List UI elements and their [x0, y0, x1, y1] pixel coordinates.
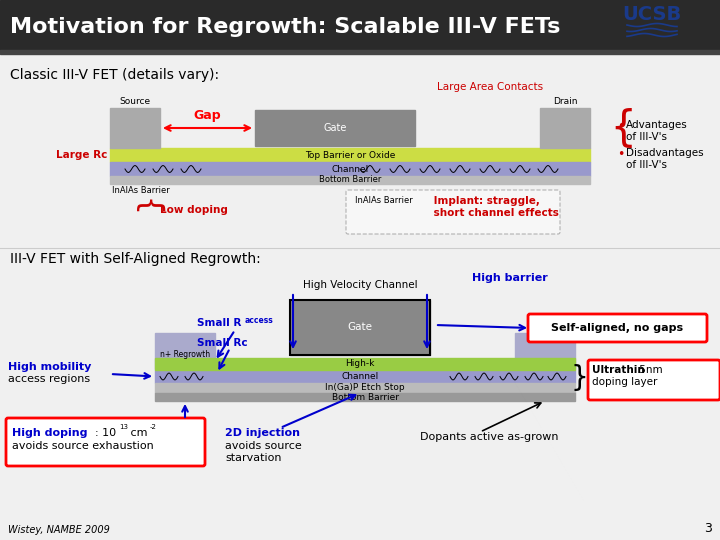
Text: -2: -2: [150, 424, 157, 430]
Text: Advantages
of III-V's: Advantages of III-V's: [626, 120, 688, 141]
Text: InAlAs Barrier: InAlAs Barrier: [112, 186, 170, 195]
Text: Top Barrier or Oxide: Top Barrier or Oxide: [305, 151, 395, 159]
Text: }: }: [600, 104, 626, 146]
Text: doping layer: doping layer: [592, 377, 657, 387]
Text: access regions: access regions: [8, 374, 90, 384]
Text: Wistey, NAMBE 2009: Wistey, NAMBE 2009: [8, 525, 110, 535]
Bar: [155, 383, 575, 393]
Bar: [255, 110, 415, 146]
Bar: [155, 393, 575, 401]
FancyBboxPatch shape: [6, 418, 205, 466]
Text: Drain: Drain: [553, 97, 577, 106]
Text: Small R: Small R: [197, 318, 241, 328]
Text: Bottom Barrier: Bottom Barrier: [331, 393, 398, 402]
Text: n+ Regrowth: n+ Regrowth: [160, 350, 210, 359]
Text: access: access: [245, 316, 274, 325]
Text: •: •: [617, 148, 624, 161]
Bar: [0, 0, 720, 50]
Text: •: •: [617, 120, 624, 133]
Text: Dopants active as-grown: Dopants active as-grown: [420, 432, 559, 442]
Text: Large Area Contacts: Large Area Contacts: [437, 82, 543, 92]
Bar: [110, 176, 590, 184]
Bar: [110, 148, 590, 162]
Bar: [155, 333, 215, 369]
Text: 2D injection: 2D injection: [225, 428, 300, 438]
Text: Source: Source: [120, 97, 150, 106]
Text: Low doping: Low doping: [160, 205, 228, 215]
Text: : 10: : 10: [95, 428, 116, 438]
Text: avoids source exhaustion: avoids source exhaustion: [12, 441, 154, 451]
Text: 3: 3: [704, 522, 712, 535]
Bar: [290, 300, 430, 355]
FancyBboxPatch shape: [346, 190, 560, 234]
Text: Channel: Channel: [331, 165, 369, 173]
Bar: [155, 358, 575, 370]
Text: In(Ga)P Etch Stop: In(Ga)P Etch Stop: [325, 383, 405, 393]
Text: Disadvantages
of III-V's: Disadvantages of III-V's: [626, 148, 703, 170]
Bar: [290, 300, 430, 355]
Text: High barrier: High barrier: [472, 273, 548, 283]
Text: Classic III-V FET (details vary):: Classic III-V FET (details vary):: [10, 68, 219, 82]
Text: High mobility: High mobility: [8, 362, 91, 372]
Text: High-k: High-k: [346, 360, 374, 368]
Text: InAlAs Barrier: InAlAs Barrier: [355, 196, 413, 205]
Text: High Velocity Channel: High Velocity Channel: [302, 280, 418, 290]
Text: Gate: Gate: [348, 322, 372, 333]
Text: Small Rc: Small Rc: [197, 338, 248, 348]
Text: }: }: [570, 364, 588, 392]
Bar: [540, 108, 590, 148]
Text: 13: 13: [119, 424, 128, 430]
FancyBboxPatch shape: [588, 360, 720, 400]
Bar: [110, 108, 160, 148]
Text: Ultrathin: Ultrathin: [592, 365, 644, 375]
Text: Channel: Channel: [341, 372, 379, 381]
Text: Bottom Barrier: Bottom Barrier: [319, 176, 381, 185]
Text: III-V FET with Self-Aligned Regrowth:: III-V FET with Self-Aligned Regrowth:: [10, 252, 261, 266]
Text: High doping: High doping: [12, 428, 88, 438]
Text: }: }: [133, 192, 163, 211]
Text: Implant: straggle,
 short channel effects: Implant: straggle, short channel effects: [430, 196, 559, 218]
Text: avoids source
starvation: avoids source starvation: [225, 441, 302, 463]
Text: 5nm: 5nm: [636, 365, 662, 375]
Text: UCSB: UCSB: [622, 5, 682, 24]
Text: Self-aligned, no gaps: Self-aligned, no gaps: [551, 323, 683, 333]
Text: Large Rc: Large Rc: [55, 150, 107, 160]
Bar: [155, 370, 575, 383]
Bar: [0, 50, 720, 54]
Text: Gap: Gap: [194, 109, 221, 122]
Text: cm: cm: [127, 428, 148, 438]
FancyBboxPatch shape: [528, 314, 707, 342]
Text: Gate: Gate: [323, 123, 347, 133]
Text: Motivation for Regrowth: Scalable III-V FETs: Motivation for Regrowth: Scalable III-V …: [10, 17, 560, 37]
Bar: [515, 333, 575, 369]
Bar: [110, 162, 590, 176]
